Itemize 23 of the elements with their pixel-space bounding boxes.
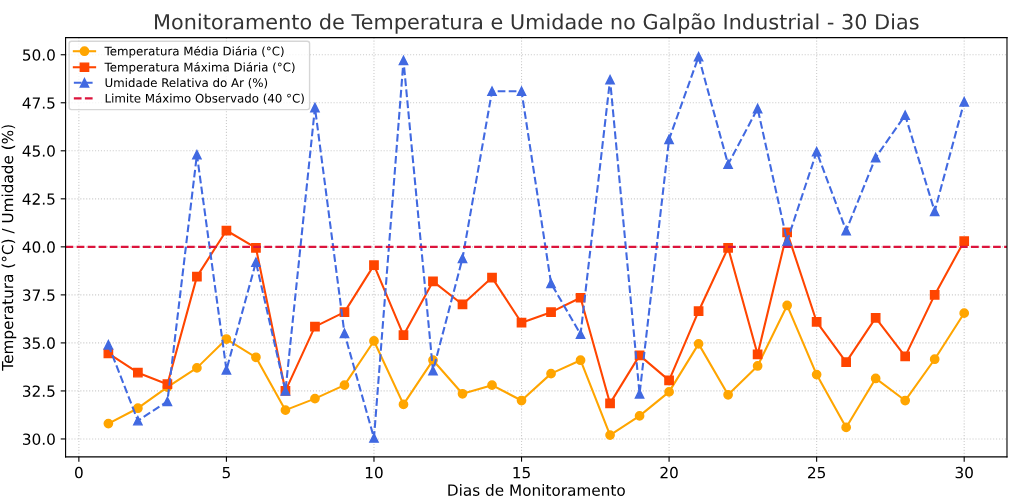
x-tick-label: 30 [955, 466, 973, 479]
legend-label: Temperatura Máxima Diária (°C) [104, 61, 295, 74]
y-tick-label: 42.5 [22, 193, 55, 205]
y-tick-label: 37.5 [23, 289, 55, 301]
x-tick-label: 10 [365, 466, 383, 479]
x-tick-label: 25 [808, 466, 826, 479]
y-tick-label: 47.5 [22, 97, 55, 109]
chart-title: Monitoramento de Temperatura e Umidade no Galpão Industrial - 30 Dias [155, 13, 919, 34]
y-tick-label: 50.0 [23, 49, 55, 61]
y-tick-label: 45.0 [22, 145, 55, 157]
x-tick-label: 20 [660, 466, 678, 479]
y-tick-label: 40.0 [22, 241, 55, 253]
legend-label: Umidade Relativa do Ar (%) [105, 77, 268, 89]
legend-label: Limite Máximo Observado (40 °C) [105, 93, 304, 105]
x-tick-label: 0 [75, 466, 83, 479]
y-tick-label: 30.0 [23, 433, 55, 445]
y-tick-label: 32.5 [23, 385, 55, 397]
legend-label: Temperatura Média Diária (°C) [104, 45, 284, 58]
x-tick-label: 5 [222, 467, 230, 479]
x-axis-title: Dias de Monitoramento [448, 484, 625, 496]
y-tick-label: 35.0 [23, 337, 55, 349]
y-axis-title: Temperatura (°C) / Umidade (%) [1, 125, 17, 371]
x-tick-label: 15 [513, 467, 530, 479]
